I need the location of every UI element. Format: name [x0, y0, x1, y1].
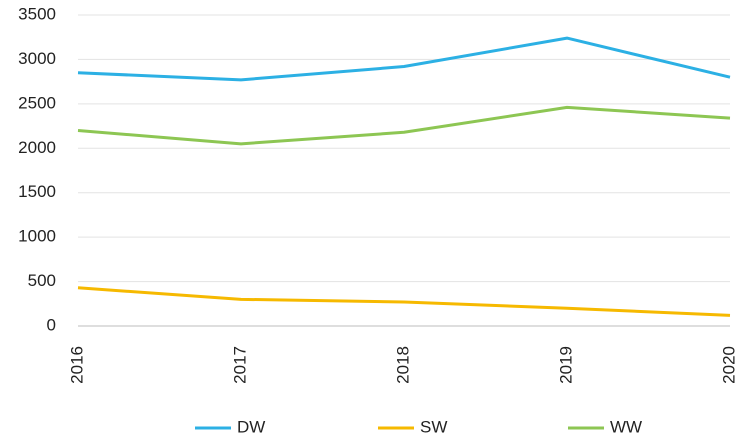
x-tick-label: 2019 [556, 346, 575, 384]
y-tick-label: 3500 [18, 4, 56, 23]
y-tick-label: 0 [47, 315, 56, 334]
legend-label: DW [237, 417, 265, 436]
y-tick-label: 2500 [18, 93, 56, 112]
x-tick-label: 2016 [67, 346, 86, 384]
x-tick-label: 2018 [393, 346, 412, 384]
y-tick-label: 500 [28, 271, 56, 290]
legend-label: WW [610, 417, 642, 436]
y-tick-label: 1000 [18, 227, 56, 246]
y-tick-label: 3000 [18, 49, 56, 68]
y-tick-label: 1500 [18, 182, 56, 201]
series-line [77, 105, 731, 146]
x-tick-label: 2020 [719, 346, 738, 384]
series-line [77, 36, 731, 82]
y-tick-label: 2000 [18, 138, 56, 157]
legend-label: SW [420, 417, 447, 436]
x-tick-label: 2017 [230, 346, 249, 384]
series-line [77, 286, 731, 317]
